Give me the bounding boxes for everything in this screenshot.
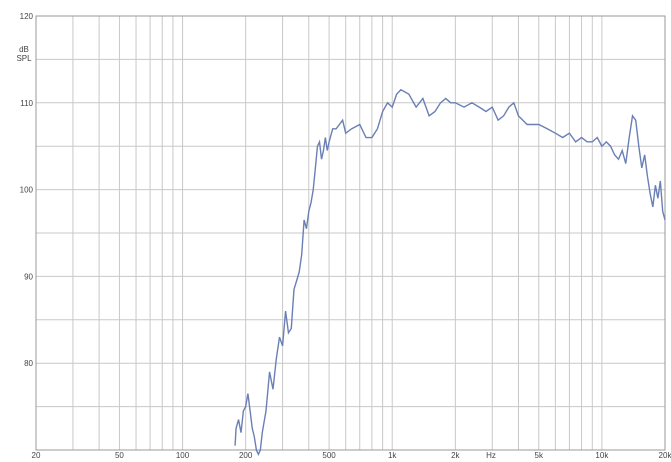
plot-frame	[35, 15, 666, 451]
y-axis-label-line-1: dB	[19, 45, 29, 54]
x-tick-label: 20	[32, 451, 41, 460]
x-axis-label: Hz	[486, 451, 496, 460]
x-tick-label: 200	[239, 451, 253, 460]
x-tick-label: 10k	[595, 451, 609, 460]
x-tick-label: 100	[176, 451, 190, 460]
y-axis-label-line-2: SPL	[16, 54, 32, 63]
x-tick-label: 500	[322, 451, 336, 460]
y-tick-label: 80	[24, 359, 33, 368]
y-axis: 120 110 100 90 80	[20, 12, 34, 368]
x-tick-label: 5k	[535, 451, 544, 460]
y-tick-label: 120	[20, 12, 34, 21]
y-tick-label: 90	[24, 272, 33, 281]
y-tick-label: 110	[20, 99, 33, 108]
x-tick-label: 50	[115, 451, 124, 460]
y-tick-label: 100	[20, 186, 34, 195]
x-tick-label: 2k	[451, 451, 460, 460]
x-tick-label: 1k	[388, 451, 397, 460]
series-line	[234, 88, 666, 457]
x-axis: 20 50 100 200 500 1k 2k 5k 10k 20k	[32, 451, 671, 460]
x-tick-label: 20k	[659, 451, 671, 460]
